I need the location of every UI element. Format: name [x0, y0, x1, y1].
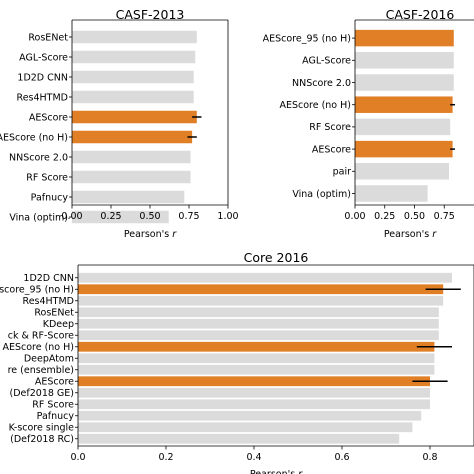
x-tick-label: 0.00	[61, 211, 82, 222]
bar-rosenet	[72, 30, 197, 44]
category-label: AEScore (no H)	[0, 132, 68, 143]
category-label: AEScore	[312, 144, 351, 155]
bar-rosenet	[78, 307, 439, 318]
bar-nnscore-2-0	[72, 150, 191, 164]
bar-res4htmd	[78, 295, 444, 306]
x-axis-label-symbol: r	[172, 229, 177, 240]
category-label: RosENet	[34, 308, 74, 319]
category-label: AEScore_95 (no H)	[263, 33, 351, 44]
x-tick-label: 0.0	[70, 452, 85, 463]
bar-aescore-95-no-h	[355, 29, 454, 47]
category-label: AGL-Score	[19, 52, 68, 63]
x-tick-label: 0.75	[178, 211, 199, 222]
bar-aescore-no-h	[72, 130, 193, 144]
category-label: AEScore	[35, 377, 74, 388]
bar-deepatom	[78, 353, 435, 364]
category-label: pair	[333, 167, 351, 178]
bar-agl-score	[355, 52, 454, 69]
category-label: DeepAtom	[24, 354, 74, 365]
category-label: NNScore 2.0	[9, 152, 68, 163]
x-tick-label: 1.00	[217, 211, 238, 222]
bar-res4htmd	[72, 90, 194, 104]
category-label: 1D2D CNN	[17, 72, 68, 83]
category-label: RF Score	[309, 122, 351, 133]
x-axis-label: Pearson's r	[384, 229, 437, 240]
x-tick-label: 0.2	[158, 452, 173, 463]
category-label: RF Score	[32, 400, 74, 411]
bar-def2018-rc	[78, 433, 400, 444]
x-tick-label: 0.8	[422, 452, 437, 463]
category-label: RosENet	[28, 32, 68, 43]
x-tick-label: 0.6	[334, 452, 349, 463]
bar-k-score-single	[78, 422, 413, 433]
bar-vina-optim	[355, 185, 428, 202]
x-tick-label: 0.25	[100, 211, 121, 222]
x-axis-label: Pearson's r	[124, 229, 177, 240]
category-label: Pafnucy	[31, 192, 69, 203]
category-label: AEScore (no H)	[279, 100, 351, 111]
category-label: ck & RF-Score	[8, 331, 74, 342]
category-label: Res4HTMD	[17, 92, 68, 103]
chart-title: CASF-2016	[386, 7, 455, 22]
category-label: 1D2D CNN	[23, 273, 74, 284]
bar-aescore	[72, 110, 197, 124]
category-label: Pafnucy	[37, 411, 75, 422]
x-tick-label: 0.50	[404, 211, 425, 222]
x-axis-label: Pearson's r	[250, 469, 303, 474]
bar-ck-rf-score	[78, 330, 439, 341]
category-label: (Def2018 RC)	[10, 434, 74, 445]
bar-agl-score	[72, 50, 196, 64]
bar-1d2d-cnn	[78, 272, 452, 283]
bar-1d2d-cnn	[72, 70, 194, 84]
bar-kdeep	[78, 318, 439, 329]
x-axis-label-symbol: r	[298, 469, 303, 474]
bar-def2018-ge	[78, 387, 430, 398]
x-axis-label-word: Pearson's	[250, 469, 298, 474]
category-label: NNScore 2.0	[292, 78, 351, 89]
category-label: AEScore (no H)	[2, 342, 74, 353]
bar-re-ensemble	[78, 364, 435, 375]
x-axis-label-word: Pearson's	[384, 229, 432, 240]
category-label: K-score single	[9, 423, 74, 434]
category-label: Vina (optim)	[292, 189, 351, 200]
bar-pair	[355, 163, 450, 180]
category-label: RF Score	[26, 172, 68, 183]
x-axis-label-symbol: r	[432, 229, 437, 240]
bar-aescore	[78, 376, 430, 387]
bar-pafnucy	[78, 410, 422, 421]
chart-title: Core 2016	[244, 250, 309, 265]
bar-rf-score	[78, 399, 430, 410]
bar-rf-score	[72, 170, 191, 184]
category-label: score_95 (no H)	[0, 285, 74, 296]
bar-score-95-no-h	[78, 284, 444, 295]
category-label: re (ensemble)	[8, 365, 74, 376]
chart-casf-2016: CASF-2016 AEScore_95 (no H) AGL-Score NNSco…	[263, 7, 474, 240]
bar-vina-optim	[72, 210, 169, 224]
category-label: Res4HTMD	[23, 296, 74, 307]
category-label: AEScore	[29, 112, 68, 123]
x-axis-label-word: Pearson's	[124, 229, 172, 240]
bar-aescore-no-h	[78, 341, 435, 352]
category-label: (Def2018 GE)	[10, 388, 74, 399]
bar-rf-score	[355, 118, 451, 136]
x-tick-label: 0.00	[344, 211, 365, 222]
x-tick-label: 0.75	[434, 211, 455, 222]
category-label: AGL-Score	[302, 56, 351, 67]
bar-aescore	[355, 140, 453, 158]
bar-pafnucy	[72, 190, 185, 204]
x-tick-label: 0.25	[374, 211, 395, 222]
category-label: Vina (optim)	[9, 212, 68, 223]
x-tick-label: 0.50	[139, 211, 160, 222]
chart-casf-2013: CASF-2013 RosENet AGL-Score 1D2D CNN Res4HTM…	[0, 7, 239, 240]
category-label: KDeep	[43, 319, 74, 330]
bar-aescore-no-h	[355, 96, 453, 113]
x-tick-label: 0.4	[246, 452, 261, 463]
bar-nnscore-2-0	[355, 74, 454, 91]
chart-title: CASF-2013	[116, 7, 185, 22]
